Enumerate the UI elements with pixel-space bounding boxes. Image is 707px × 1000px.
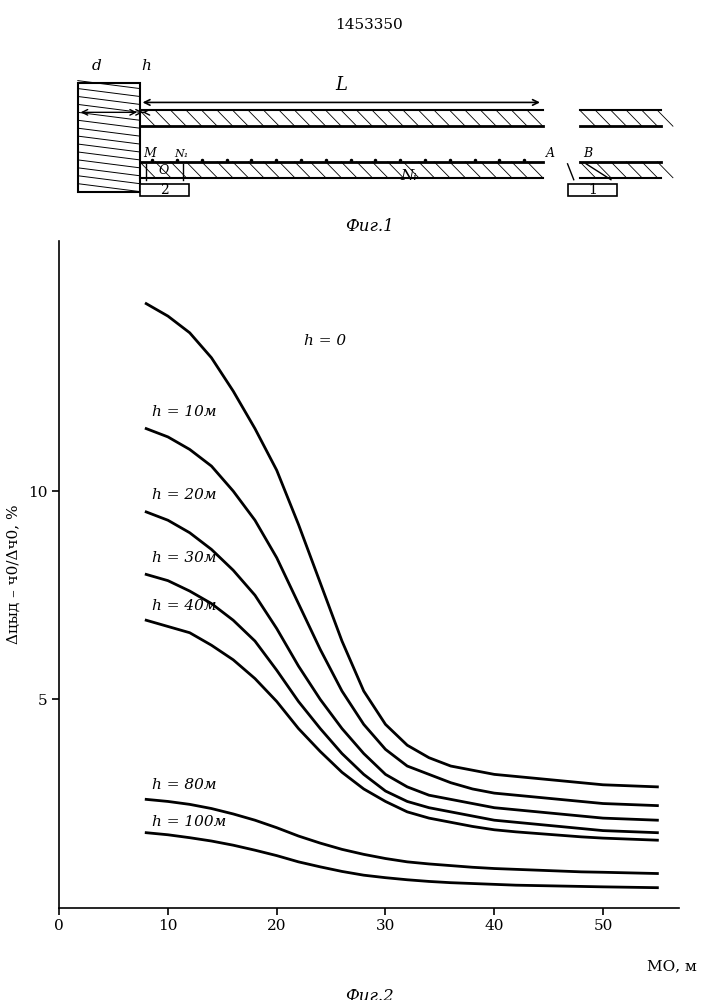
Text: O: O (158, 164, 169, 177)
Text: M: M (143, 147, 156, 160)
Text: h = 0: h = 0 (304, 334, 346, 348)
Text: A: A (546, 147, 555, 160)
Text: 1: 1 (588, 183, 597, 197)
Bar (568, 184, 617, 196)
Text: h = 20м: h = 20м (151, 488, 216, 502)
Text: d: d (91, 59, 101, 73)
Text: h = 10м: h = 10м (151, 405, 216, 419)
Text: МО, м: МО, м (646, 959, 696, 973)
Text: h = 40м: h = 40м (151, 599, 216, 613)
Text: N₁: N₁ (174, 149, 188, 159)
Bar (78, 83, 140, 192)
Text: Nᵢ: Nᵢ (400, 169, 416, 183)
Text: B: B (583, 147, 592, 160)
Bar (140, 184, 189, 196)
Text: h = 30м: h = 30м (151, 551, 216, 565)
Text: h: h (141, 59, 151, 73)
Text: Фиг.2: Фиг.2 (345, 988, 394, 1000)
Text: 2: 2 (160, 183, 169, 197)
Text: Фиг.1: Фиг.1 (345, 218, 394, 235)
Text: L: L (335, 76, 347, 94)
Text: h = 100м: h = 100м (151, 815, 226, 829)
Text: h = 80м: h = 80м (151, 778, 216, 792)
Text: 1453350: 1453350 (335, 18, 403, 32)
Y-axis label: Δцыд – ч0/Δч0, %: Δцыд – ч0/Δч0, % (7, 505, 21, 644)
